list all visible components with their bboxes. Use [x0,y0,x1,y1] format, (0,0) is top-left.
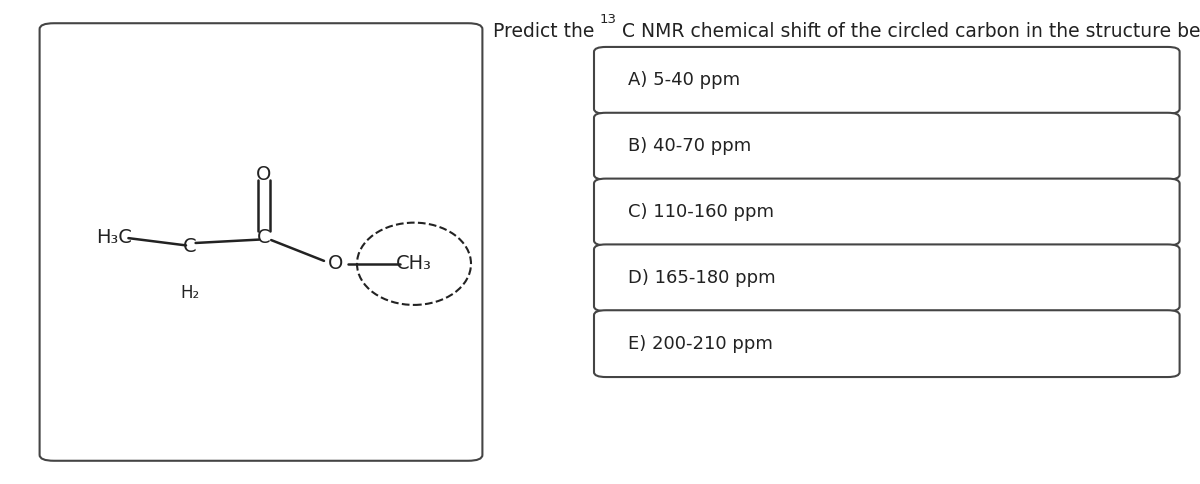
Text: H₃C: H₃C [96,227,132,247]
Text: Predict the: Predict the [493,22,600,41]
FancyBboxPatch shape [594,113,1180,180]
Text: C: C [182,237,197,257]
Text: D) 165-180 ppm: D) 165-180 ppm [628,269,775,287]
FancyBboxPatch shape [594,244,1180,311]
Text: H₂: H₂ [180,284,199,302]
FancyBboxPatch shape [40,23,482,461]
FancyBboxPatch shape [594,47,1180,114]
Text: C: C [257,227,271,247]
Text: B) 40-70 ppm: B) 40-70 ppm [628,137,751,155]
Text: 13: 13 [600,13,617,26]
Text: C) 110-160 ppm: C) 110-160 ppm [628,203,774,221]
Text: O: O [329,254,343,273]
Text: C NMR chemical shift of the circled carbon in the structure below.: C NMR chemical shift of the circled carb… [622,22,1200,41]
Text: O: O [257,165,271,184]
Text: E) 200-210 ppm: E) 200-210 ppm [628,334,773,353]
Text: A) 5-40 ppm: A) 5-40 ppm [628,71,739,90]
FancyBboxPatch shape [594,310,1180,377]
FancyBboxPatch shape [594,179,1180,245]
Text: CH₃: CH₃ [396,254,432,273]
